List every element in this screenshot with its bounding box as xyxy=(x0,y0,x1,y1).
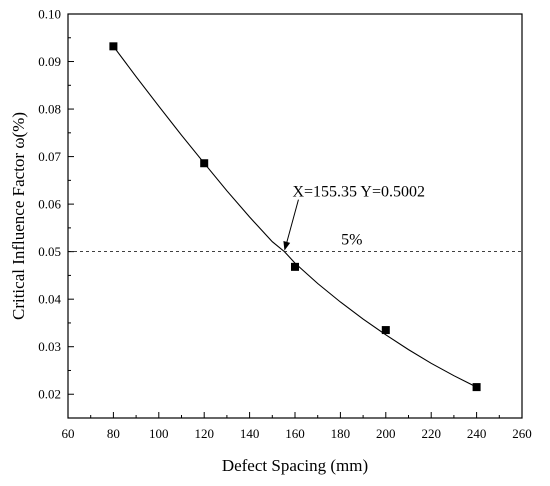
y-tick-label: 0.02 xyxy=(38,387,61,402)
x-tick-label: 240 xyxy=(467,426,487,441)
annotation-layer: X=155.35 Y=0.5002 5% xyxy=(283,184,425,251)
x-tick-label: 140 xyxy=(240,426,260,441)
x-tick-label: 200 xyxy=(376,426,396,441)
data-point-marker xyxy=(472,383,481,392)
fit-curve-layer xyxy=(112,45,477,388)
data-points-layer xyxy=(109,42,481,392)
x-tick-label: 220 xyxy=(421,426,441,441)
y-tick-label: 0.06 xyxy=(38,197,61,212)
x-tick-label: 160 xyxy=(285,426,305,441)
x-tick-label: 260 xyxy=(512,426,532,441)
y-tick-label: 0.10 xyxy=(38,7,61,22)
data-point-marker xyxy=(109,42,118,51)
y-tick-label: 0.09 xyxy=(38,54,61,69)
y-tick-label: 0.08 xyxy=(38,102,61,117)
y-tick-label: 0.05 xyxy=(38,244,61,259)
reference-line-label: 5% xyxy=(341,232,362,249)
plot-frame xyxy=(67,13,523,419)
fit-curve xyxy=(112,45,477,388)
y-tick-label: 0.04 xyxy=(38,292,61,307)
annotation-arrow xyxy=(285,199,299,244)
x-tick-label: 120 xyxy=(194,426,214,441)
x-tick-label: 180 xyxy=(331,426,351,441)
annotation-arrowhead xyxy=(283,241,291,251)
y-axis-title: Critical Influence Factor ω(%) xyxy=(9,112,28,320)
data-point-marker xyxy=(291,262,299,271)
x-tick-label: 80 xyxy=(107,426,120,441)
ticks-layer: 60 80 100 120 140 160 180 200 220 240 260 0.02 0.03 0… xyxy=(38,7,532,442)
x-tick-label: 60 xyxy=(62,426,75,441)
y-tick-label: 0.03 xyxy=(38,339,61,354)
data-point-marker xyxy=(381,326,390,335)
x-axis-title: Defect Spacing (mm) xyxy=(222,456,368,475)
y-tick-label: 0.07 xyxy=(38,149,61,164)
data-point-marker xyxy=(200,159,209,168)
annotation-label: X=155.35 Y=0.5002 xyxy=(292,184,425,201)
x-tick-label: 100 xyxy=(149,426,169,441)
